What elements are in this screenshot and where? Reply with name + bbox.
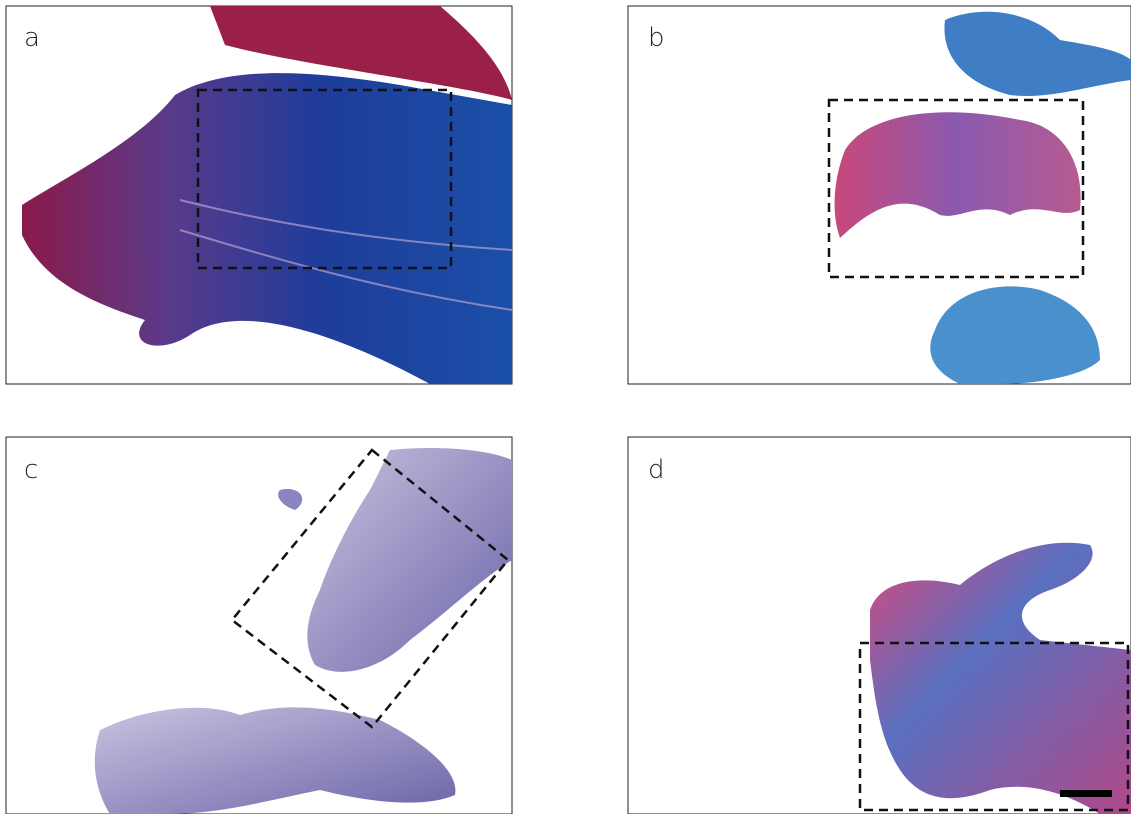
panel-c: c [6, 437, 512, 814]
panel-label: d [648, 455, 665, 485]
panel-b: b [628, 6, 1131, 384]
panel-label: b [648, 23, 665, 53]
panel-label: c [24, 455, 38, 485]
panel-a: a [6, 6, 512, 384]
panel-label: a [24, 23, 40, 53]
figure: a b c d [0, 0, 1131, 814]
page: a b c d (() => { const data = JSON.parse… [0, 0, 1131, 814]
scale-bar [1060, 790, 1112, 797]
panel-d: d [628, 437, 1131, 814]
